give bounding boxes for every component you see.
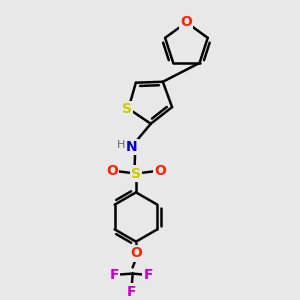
Text: O: O <box>154 164 166 178</box>
Text: N: N <box>126 140 138 154</box>
Text: S: S <box>131 167 141 181</box>
Text: O: O <box>130 246 142 260</box>
Text: F: F <box>127 285 136 299</box>
Text: F: F <box>110 268 119 282</box>
Text: O: O <box>181 15 192 29</box>
Text: H: H <box>117 140 125 150</box>
Text: O: O <box>106 164 118 178</box>
Text: F: F <box>143 268 153 282</box>
Text: S: S <box>122 102 132 116</box>
